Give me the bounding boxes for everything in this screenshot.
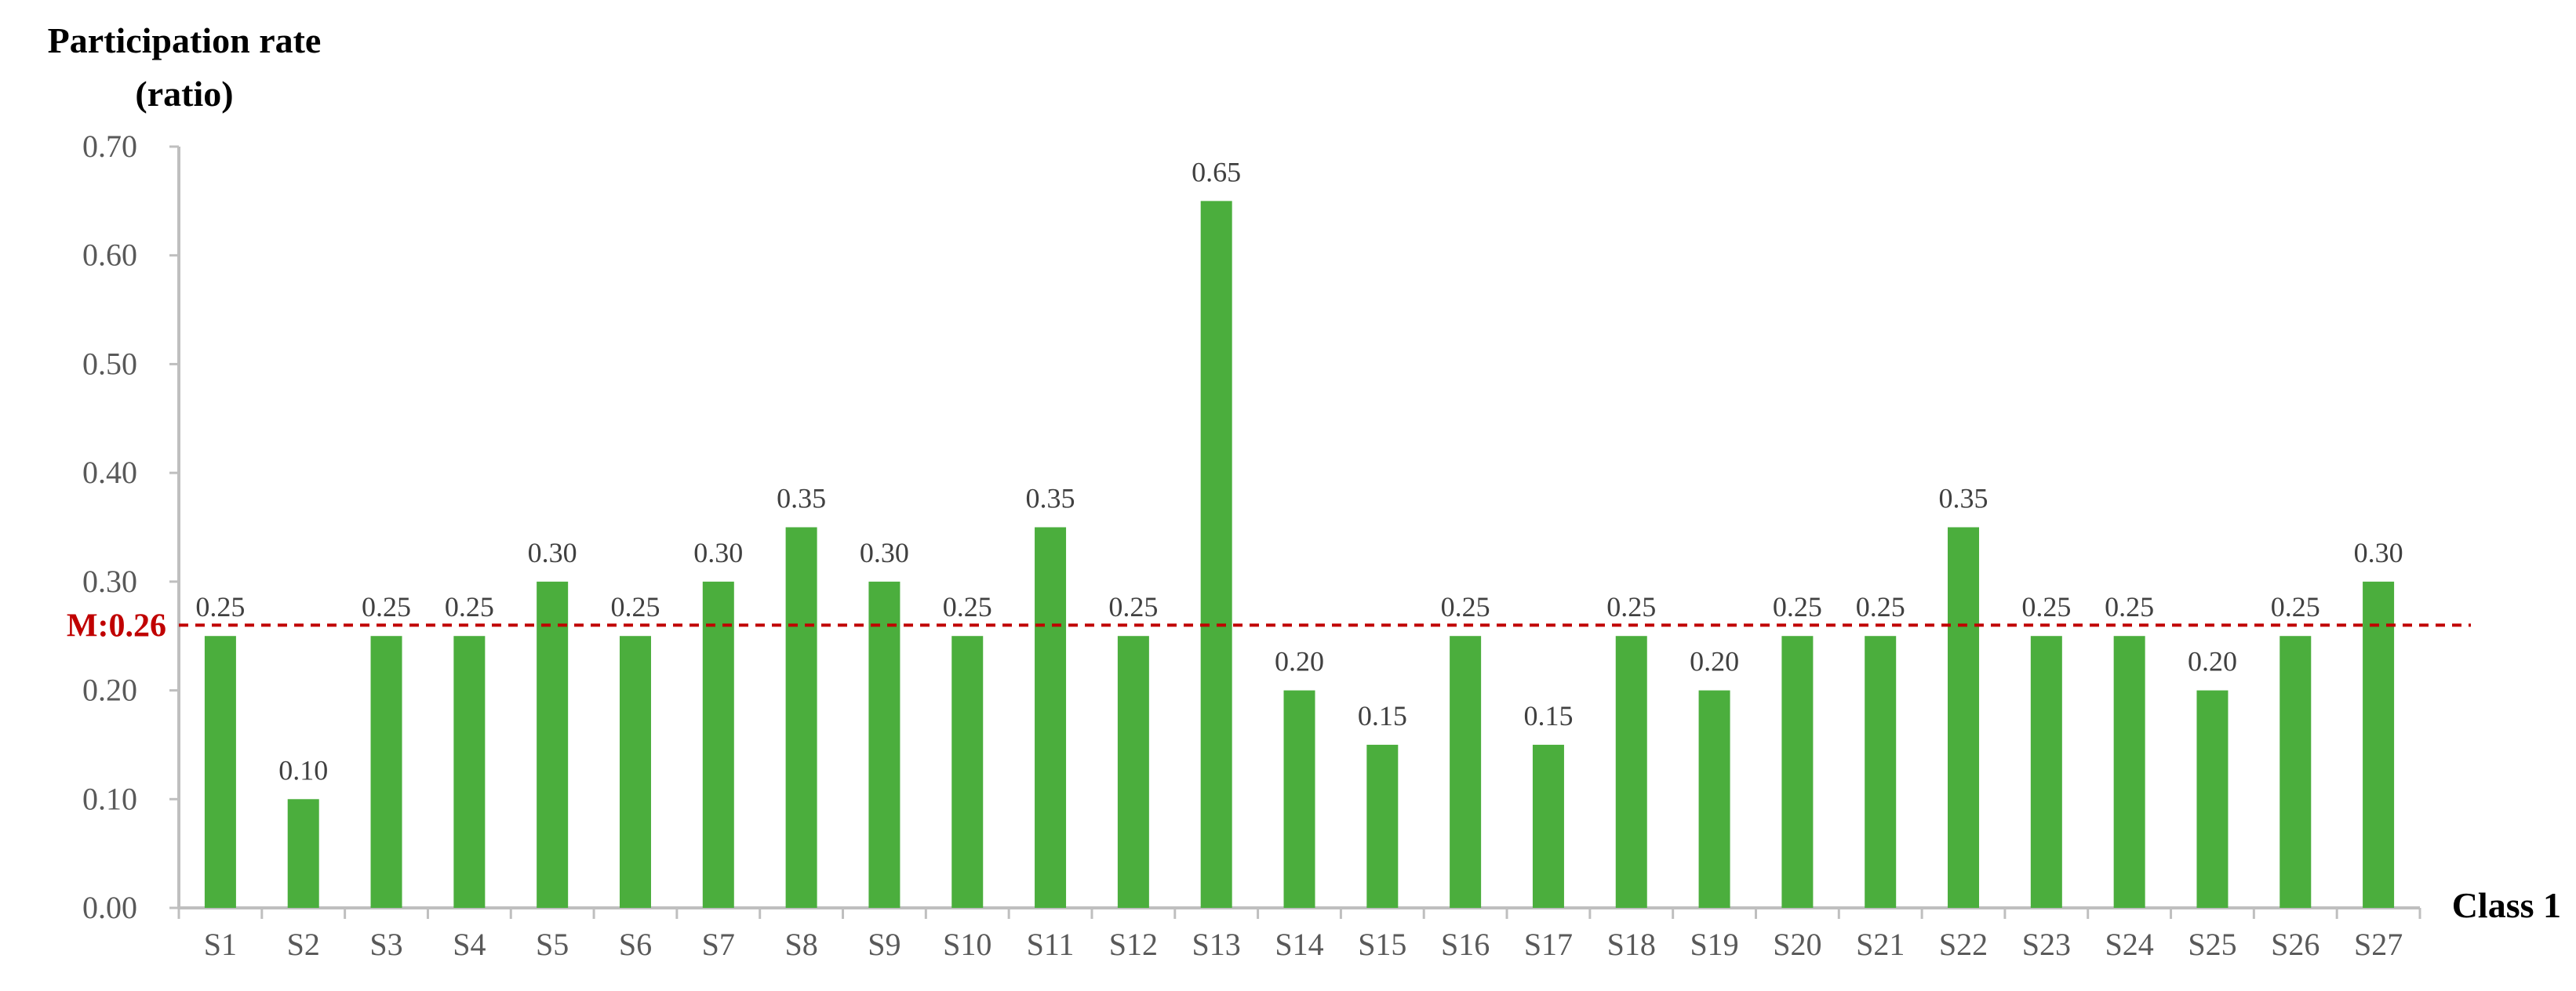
data-label: 0.35 — [1026, 483, 1075, 514]
x-tick-label: S14 — [1275, 927, 1323, 962]
data-label: 0.25 — [610, 591, 660, 623]
x-tick-label: S23 — [2022, 927, 2071, 962]
x-tick-label: S6 — [619, 927, 652, 962]
data-label: 0.25 — [1441, 591, 1490, 623]
x-tick-label: S11 — [1027, 927, 1075, 962]
bar-s16 — [1450, 636, 1482, 908]
bars-group — [204, 201, 2395, 908]
data-label: 0.10 — [278, 754, 328, 786]
y-axis-title-line-1: Participation rate — [48, 20, 322, 60]
data-label: 0.30 — [2354, 537, 2403, 568]
x-tick-label: S15 — [1358, 927, 1406, 962]
y-tick-label: 0.30 — [82, 564, 137, 599]
y-tick-label: 0.20 — [82, 673, 137, 708]
x-tick-label: S13 — [1192, 927, 1241, 962]
data-label: 0.25 — [1773, 591, 1822, 623]
data-label: 0.25 — [1108, 591, 1158, 623]
y-tick-label: 0.00 — [82, 890, 137, 925]
bar-s27 — [2363, 581, 2395, 908]
x-tick-label: S2 — [287, 927, 320, 962]
data-label: 0.20 — [2188, 646, 2237, 677]
x-tick-label: S4 — [453, 927, 486, 962]
mean-line-group: M:0.26 — [67, 608, 2471, 644]
x-tick-label: S16 — [1441, 927, 1490, 962]
bar-s26 — [2279, 636, 2312, 908]
bar-s1 — [204, 636, 236, 908]
data-label: 0.25 — [445, 591, 494, 623]
x-tick-label: S22 — [1939, 927, 1988, 962]
x-tick-label: S18 — [1607, 927, 1656, 962]
data-label: 0.30 — [693, 537, 743, 568]
data-label: 0.25 — [943, 591, 992, 623]
x-tick-label: S27 — [2354, 927, 2403, 962]
bar-s10 — [951, 636, 984, 908]
data-label: 0.65 — [1192, 156, 1241, 187]
data-label: 0.25 — [2271, 591, 2320, 623]
x-tick-label: S5 — [536, 927, 569, 962]
bar-s8 — [785, 527, 817, 908]
x-tick-label: S7 — [702, 927, 735, 962]
bar-s13 — [1200, 201, 1232, 908]
data-label: 0.25 — [1606, 591, 1656, 623]
bar-s15 — [1366, 744, 1399, 908]
bar-s4 — [453, 636, 486, 908]
x-tick-label: S8 — [784, 927, 817, 962]
bar-s11 — [1035, 527, 1067, 908]
data-label: 0.25 — [1856, 591, 1905, 623]
mean-label: M:0.26 — [67, 608, 166, 644]
x-tick-label: S19 — [1690, 927, 1738, 962]
bar-s23 — [2030, 636, 2062, 908]
data-label: 0.25 — [2021, 591, 2071, 623]
data-label: 0.20 — [1275, 646, 1324, 677]
bar-s17 — [1532, 744, 1564, 908]
x-tick-label: S10 — [943, 927, 991, 962]
data-label: 0.15 — [1358, 700, 1407, 731]
data-label: 0.35 — [777, 483, 826, 514]
data-label: 0.25 — [2105, 591, 2154, 623]
x-tick-label: S26 — [2271, 927, 2319, 962]
y-tick-label: 0.60 — [82, 238, 137, 273]
bar-s3 — [370, 636, 402, 908]
bar-s20 — [1781, 636, 1814, 908]
bar-s22 — [1948, 527, 1980, 908]
bar-s7 — [702, 581, 734, 908]
x-tick-label: S25 — [2188, 927, 2236, 962]
bar-s21 — [1865, 636, 1897, 908]
y-tick-label: 0.40 — [82, 455, 137, 490]
y-tick-label: 0.10 — [82, 781, 137, 816]
bar-s19 — [1698, 690, 1730, 908]
x-tick-label: S9 — [868, 927, 901, 962]
bar-s25 — [2196, 690, 2229, 908]
bar-s2 — [287, 799, 319, 908]
x-tick-label: S20 — [1773, 927, 1821, 962]
x-tick-label: S21 — [1856, 927, 1905, 962]
x-tick-label: S24 — [2105, 927, 2154, 962]
data-label: 0.25 — [195, 591, 245, 623]
labels-group: 0.00 0.10 0.20 0.30 0.40 0.50 0.60 0.70 S1 0.25 S2… — [82, 129, 2403, 962]
data-label: 0.20 — [1690, 646, 1739, 677]
y-axis-title-line-2: (ratio) — [135, 74, 233, 114]
bar-s14 — [1283, 690, 1315, 908]
data-label: 0.15 — [1523, 700, 1573, 731]
x-tick-label: S1 — [204, 927, 237, 962]
y-tick-label: 0.70 — [82, 129, 137, 164]
data-label: 0.30 — [528, 537, 577, 568]
bar-s6 — [619, 636, 651, 908]
x-tick-label: S17 — [1524, 927, 1573, 962]
x-axis-title: Class 1 — [2452, 885, 2561, 925]
bar-s24 — [2113, 636, 2145, 908]
data-label: 0.25 — [362, 591, 411, 623]
x-tick-label: S3 — [369, 927, 402, 962]
bar-s18 — [1615, 636, 1647, 908]
y-tick-label: 0.50 — [82, 346, 137, 381]
data-label: 0.30 — [860, 537, 909, 568]
bar-s12 — [1117, 636, 1149, 908]
data-label: 0.35 — [1939, 483, 1988, 514]
bar-s5 — [537, 581, 569, 908]
x-tick-label: S12 — [1109, 927, 1158, 962]
bar-s9 — [868, 581, 901, 908]
